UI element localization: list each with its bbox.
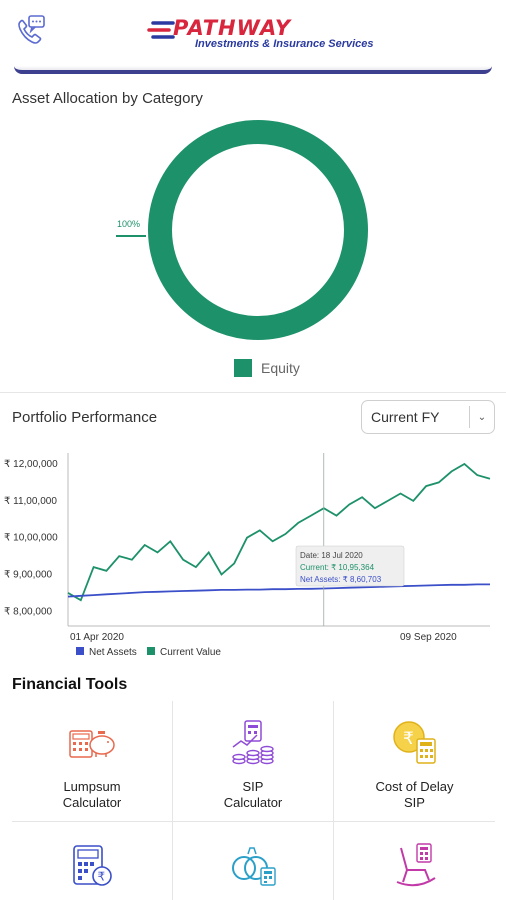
asset-allocation-title: Asset Allocation by Category	[12, 90, 203, 107]
legend-label-equity: Equity	[261, 360, 300, 376]
logo-title: PATHWAY	[173, 16, 292, 40]
asset-allocation-donut[interactable]	[148, 120, 368, 340]
period-select[interactable]: Current FY ⌄	[361, 400, 495, 434]
legend-label-current-value: Current Value	[160, 647, 221, 658]
tool-label-line2: SIP	[404, 795, 425, 810]
tool-sip-calculator[interactable]: SIP Calculator	[173, 701, 334, 822]
pathway-logo: PATHWAY Investments & Insurance Services	[145, 14, 375, 54]
donut-percent-label: 100%	[117, 219, 141, 229]
chevron-down-icon[interactable]: ⌄	[477, 411, 487, 423]
coins-chart-icon	[232, 720, 274, 765]
x-tick-label: 01 Apr 2020	[70, 632, 124, 643]
period-select-separator	[469, 406, 470, 428]
phone-chat-icon[interactable]	[12, 12, 48, 48]
chart-series	[67, 462, 491, 602]
legend-swatch-current-value	[147, 647, 155, 655]
allocation-legend: Equity	[234, 359, 300, 377]
chart-tooltip: Date: 18 Jul 2020 Current: ₹ 10,95,364 N…	[295, 545, 405, 587]
rocking-chair-icon	[396, 843, 436, 887]
y-tick-label: ₹ 12,00,000	[4, 459, 58, 470]
tooltip-net: Net Assets: ₹ 8,60,703	[300, 575, 382, 584]
calculator-rupee-icon: ₹	[73, 845, 112, 886]
tool-label-line1: Cost of Delay	[375, 779, 454, 794]
legend-swatch-net-assets	[76, 647, 84, 655]
logo-mark-icon	[147, 21, 175, 39]
tool-label: Lumpsum Calculator	[12, 779, 172, 811]
app-header: PATHWAY Investments & Insurance Services	[0, 0, 506, 74]
portfolio-performance-title: Portfolio Performance	[12, 409, 158, 426]
series-line-net-assets[interactable]	[67, 583, 490, 598]
piggy-calculator-icon	[69, 730, 115, 758]
tool-label-line2: Calculator	[223, 795, 283, 810]
svg-text:₹: ₹	[403, 729, 414, 749]
tool-lumpsum-calculator[interactable]: Lumpsum Calculator	[12, 701, 173, 822]
chart-legend: Net Assets Current Value	[76, 647, 221, 658]
tool-label: Cost of Delay SIP	[334, 779, 495, 811]
period-select-value: Current FY	[371, 409, 440, 425]
svg-text:₹: ₹	[98, 870, 106, 884]
tooltip-current: Current: ₹ 10,95,364	[300, 563, 375, 572]
y-tick-label: ₹ 11,00,000	[4, 496, 57, 507]
header-underline	[14, 66, 492, 74]
rupee-clock-icon: ₹	[392, 721, 436, 764]
donut-slice-equity[interactable]	[148, 120, 368, 340]
legend-swatch-equity	[234, 359, 252, 377]
tool-cost-of-delay-sip[interactable]: ₹ Cost of Delay SIP	[334, 701, 495, 822]
rings-calculator-icon	[232, 847, 276, 886]
y-axis-ticks: ₹ 12,00,000 ₹ 11,00,000 ₹ 10,00,000 ₹ 9,00,…	[4, 459, 58, 617]
financial-tools-title: Financial Tools	[12, 676, 128, 693]
tool-retirement-calculator[interactable]	[334, 822, 495, 900]
section-divider	[0, 392, 506, 393]
y-tick-label: ₹ 9,00,000	[4, 569, 53, 580]
donut-label-pointer	[116, 235, 146, 237]
legend-label-net-assets: Net Assets	[89, 647, 137, 658]
tool-rings-calculator[interactable]	[173, 822, 334, 900]
tool-label-line1: SIP	[242, 779, 264, 794]
y-tick-label: ₹ 10,00,000	[4, 533, 58, 544]
logo-subtitle: Investments & Insurance Services	[195, 38, 374, 50]
portfolio-performance-chart[interactable]: ₹ 12,00,000 ₹ 11,00,000 ₹ 10,00,000 ₹ 9,00,…	[0, 445, 506, 660]
y-tick-label: ₹ 8,00,000	[4, 606, 53, 617]
tool-rupee-calculator[interactable]: ₹	[12, 822, 173, 900]
tooltip-date: Date: 18 Jul 2020	[300, 551, 363, 560]
tooltip-box	[295, 545, 405, 587]
tool-label-line1: Lumpsum	[63, 779, 121, 794]
series-line-current-value[interactable]	[67, 462, 491, 602]
tool-label-line2: Calculator	[62, 795, 122, 810]
x-tick-label: 09 Sep 2020	[400, 632, 457, 643]
tool-label: SIP Calculator	[173, 779, 333, 811]
financial-tools-grid: Lumpsum Calculator SIP Calculator ₹	[12, 701, 495, 900]
